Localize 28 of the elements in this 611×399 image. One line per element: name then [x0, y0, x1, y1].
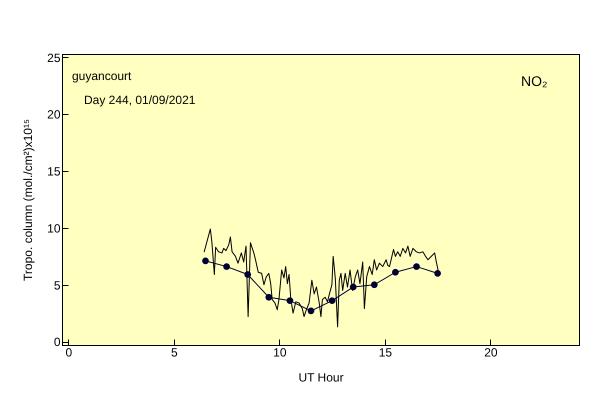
point — [434, 270, 441, 277]
point — [413, 263, 420, 270]
point — [370, 281, 378, 288]
point — [328, 297, 336, 304]
y-tick-label: 25 — [47, 50, 61, 65]
y-tick-label: 5 — [54, 278, 61, 292]
point — [286, 297, 294, 304]
annotation: Day 244, 01/09/2021 — [84, 93, 196, 107]
point — [350, 284, 357, 290]
x-tick-label: 5 — [170, 346, 178, 360]
point — [244, 271, 252, 278]
y-tick-label: 10 — [47, 221, 61, 236]
y-axis-title: Tropo. column (mol./cm²)x10¹⁵ — [21, 119, 36, 281]
point — [223, 263, 230, 270]
x-tick-label: 20 — [484, 346, 498, 360]
annotation: guyancourt — [72, 69, 132, 83]
point — [308, 308, 314, 314]
annotation: NO₂ — [521, 73, 548, 89]
x-tick-label: 10 — [273, 346, 287, 360]
point — [202, 258, 209, 264]
y-tick-label: 15 — [47, 164, 61, 179]
x-tick-label: 15 — [378, 346, 392, 360]
y-tick-label: 20 — [47, 108, 61, 122]
point — [392, 268, 399, 276]
x-tick-label: 0 — [65, 346, 72, 360]
x-axis-title: UT Hour — [298, 370, 344, 384]
y-tick-label: 0 — [54, 335, 61, 350]
point — [265, 294, 272, 301]
